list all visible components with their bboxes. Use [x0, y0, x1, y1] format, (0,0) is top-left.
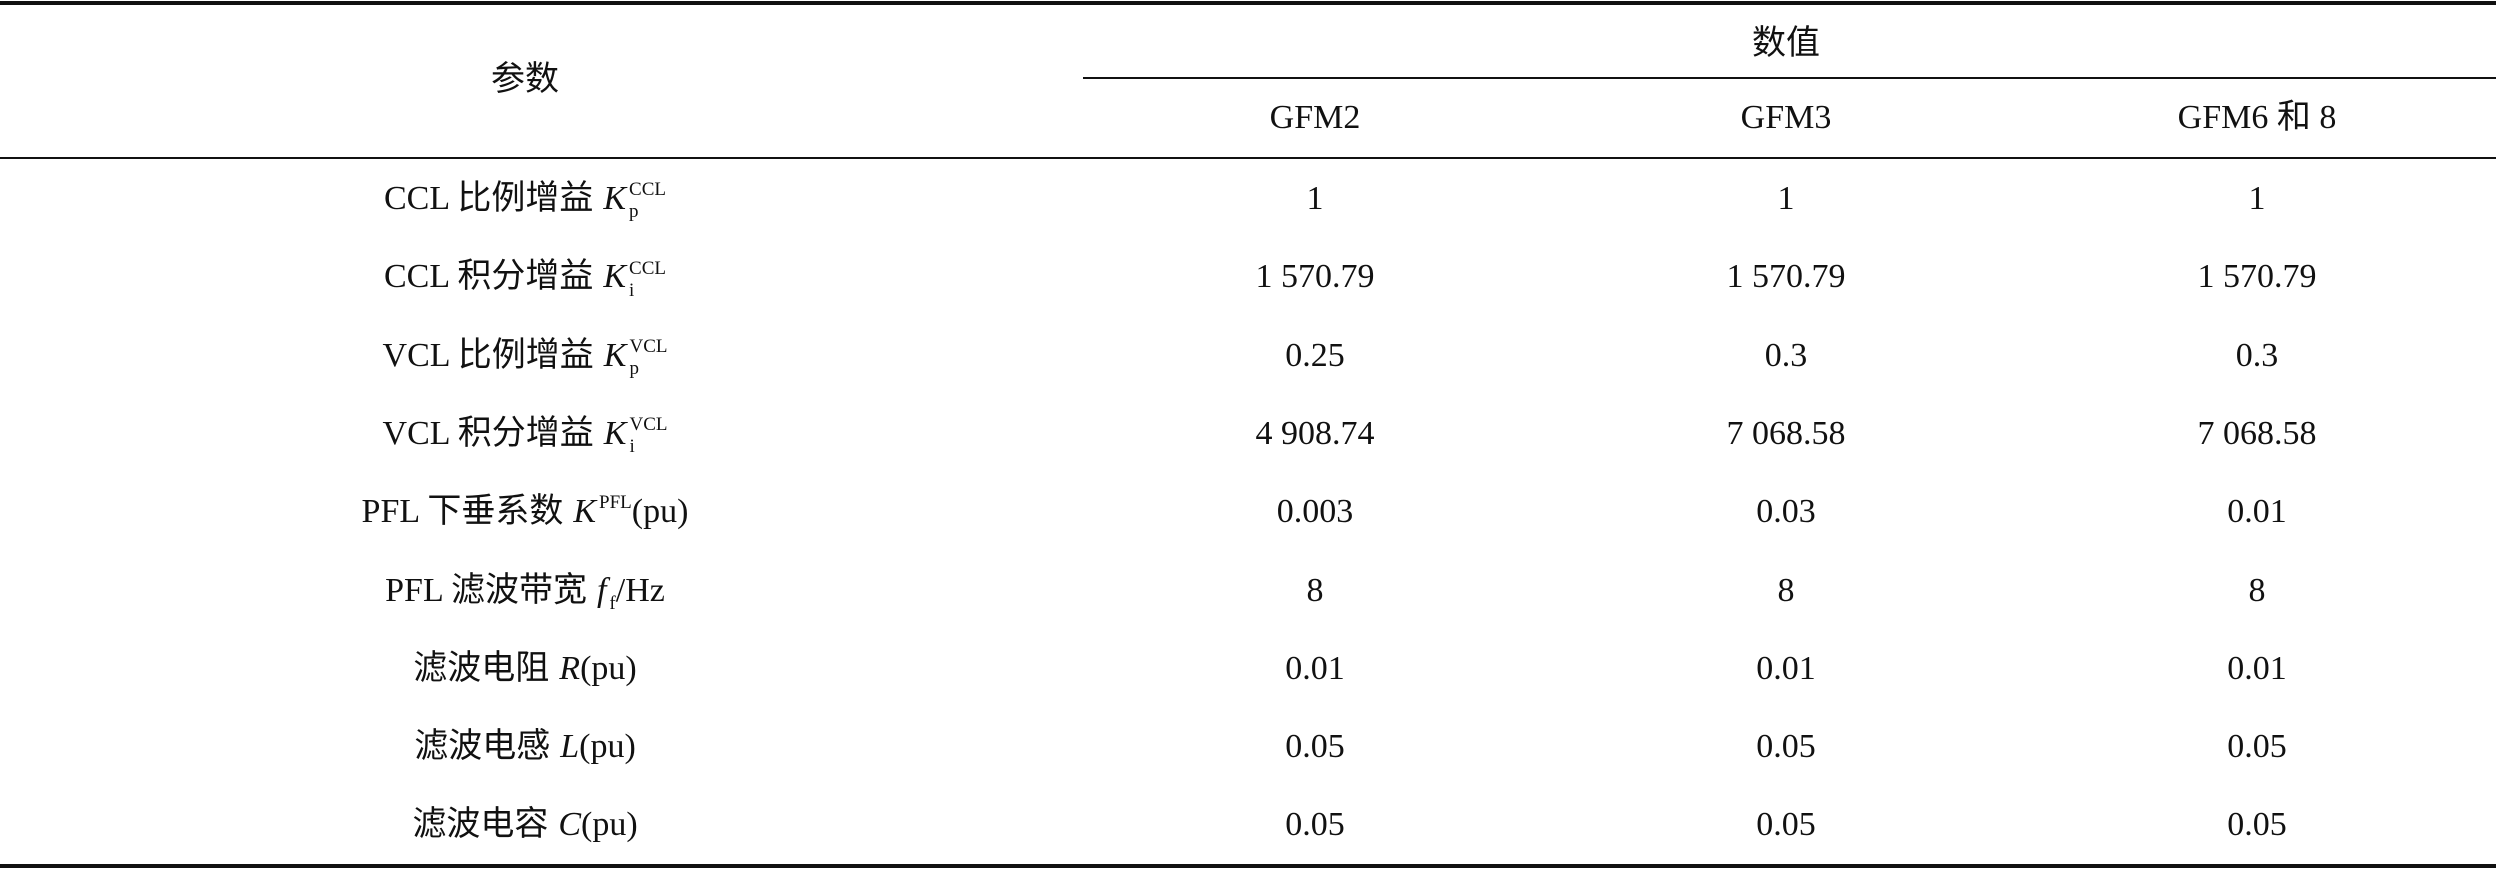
script-stack: CCL p — [629, 179, 666, 223]
superscript: CCL — [629, 179, 666, 201]
superscript: CCL — [629, 257, 666, 279]
bottom-rule — [0, 864, 2496, 868]
subscript: i — [629, 279, 635, 301]
param-cell: 滤波电容 C(pu) — [175, 786, 875, 864]
param-symbol: K — [603, 414, 627, 452]
param-unit: (pu) — [579, 728, 636, 766]
value-cell: 0.05 — [1285, 728, 1345, 766]
param-cell: PFL 下垂系数 K PFL (pu) — [175, 473, 875, 551]
value-cell: 0.05 — [1285, 806, 1345, 844]
param-label: PFL 下垂系数 — [361, 493, 564, 531]
param-label: 滤波电感 — [414, 728, 551, 766]
param-label: CCL 比例增益 — [383, 180, 594, 217]
param-symbol: f — [596, 571, 607, 609]
param-unit: (pu) — [631, 493, 689, 531]
param-cell: VCL 比例增益 K VCL p — [175, 317, 875, 395]
script-stack: VCL i — [629, 414, 667, 458]
value-cell: 7 068.58 — [2197, 414, 2317, 452]
subscript: p — [629, 201, 639, 223]
param-label: 滤波电阻 — [413, 649, 550, 687]
script-stack: f — [609, 571, 615, 615]
value-header: 数值 — [1752, 25, 1820, 62]
param-cell: 滤波电阻 R(pu) — [175, 630, 875, 708]
value-cell: 8 — [2248, 571, 2266, 609]
param-symbol: C — [558, 806, 582, 844]
param-label: VCL 积分增益 — [382, 414, 594, 452]
column-header: GFM3 — [1740, 99, 1832, 136]
subscript: i — [629, 436, 635, 458]
param-cell: VCL 积分增益 K VCL i — [175, 395, 875, 473]
value-cell: 8 — [1306, 571, 1324, 609]
value-cell: 0.05 — [1756, 806, 1816, 844]
column-header: GFM6 和 8 — [2177, 99, 2337, 136]
param-symbol: L — [560, 728, 580, 766]
param-symbol: K — [603, 258, 627, 296]
value-cell: 0.01 — [1285, 649, 1345, 687]
value-cell: 0.05 — [2227, 728, 2287, 766]
param-unit: (pu) — [580, 649, 637, 687]
value-cell: 0.3 — [1764, 336, 1808, 374]
param-unit: /Hz — [615, 571, 665, 609]
superscript: VCL — [629, 335, 668, 357]
spacer — [599, 514, 632, 536]
value-cell: 0.05 — [2227, 806, 2287, 844]
value-cell: 4 908.74 — [1255, 414, 1375, 452]
value-cell: 0.01 — [2227, 493, 2287, 531]
value-cell: 0.003 — [1276, 493, 1354, 531]
param-cell: PFL 滤波带宽 f f/Hz — [175, 552, 875, 630]
value-cell: 1 — [1777, 180, 1795, 217]
column-header: GFM2 — [1269, 99, 1361, 136]
param-symbol: R — [559, 649, 581, 687]
superscript: PFL — [599, 492, 632, 514]
value-cell: 1 570.79 — [2197, 258, 2317, 296]
value-cell: 0.25 — [1285, 336, 1345, 374]
script-stack: PFL — [599, 492, 632, 536]
param-label: 滤波电容 — [412, 806, 549, 844]
param-label: VCL 比例增益 — [382, 336, 594, 374]
value-cell: 1 — [1306, 180, 1324, 217]
param-cell: CCL 比例增益 K CCL p — [175, 160, 875, 238]
param-symbol: K — [603, 180, 627, 217]
value-cell: 0.05 — [1756, 728, 1816, 766]
value-cell: 7 068.58 — [1726, 414, 1846, 452]
param-cell: 滤波电感 L(pu) — [175, 708, 875, 786]
param-label: PFL 滤波带宽 — [385, 571, 587, 609]
param-label: CCL 积分增益 — [383, 258, 594, 296]
value-cell: 8 — [1777, 571, 1795, 609]
value-cell: 0.03 — [1756, 493, 1816, 531]
subscript: f — [609, 592, 616, 614]
script-stack: VCL p — [629, 336, 667, 380]
value-cell: 1 570.79 — [1255, 258, 1375, 296]
header-rule — [0, 157, 2496, 159]
script-stack: CCL i — [629, 258, 666, 302]
param-symbol: K — [573, 493, 597, 531]
param-header: 参数 — [491, 61, 559, 98]
top-rule — [0, 1, 2496, 5]
value-cell: 1 — [2248, 180, 2266, 217]
param-cell: CCL 积分增益 K CCL i — [175, 238, 875, 316]
value-cell: 0.01 — [1756, 649, 1816, 687]
param-symbol: K — [603, 336, 627, 374]
value-cell: 0.3 — [2235, 336, 2279, 374]
group-rule — [1083, 77, 2496, 79]
superscript: VCL — [629, 414, 668, 436]
value-cell: 0.01 — [2227, 649, 2287, 687]
value-cell: 1 570.79 — [1726, 258, 1846, 296]
param-unit: (pu) — [581, 806, 638, 844]
subscript: p — [629, 357, 639, 379]
